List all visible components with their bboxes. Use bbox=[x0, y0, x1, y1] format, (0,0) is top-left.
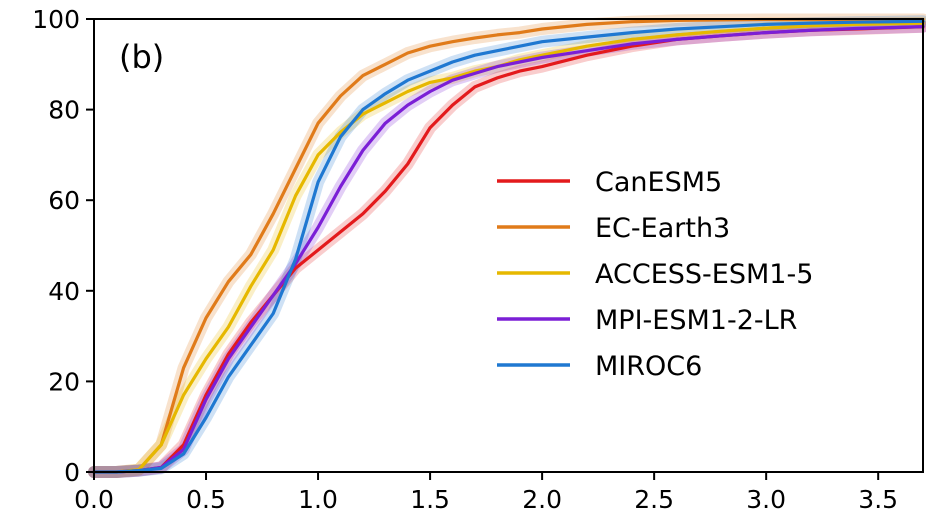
legend-label-4: MIROC6 bbox=[595, 351, 702, 382]
panel-label: (b) bbox=[119, 38, 164, 76]
legend: CanESM5 EC-Earth3 ACCESS-ESM1-5 MPI-ESM1-2-… bbox=[497, 167, 813, 382]
plot-frame bbox=[93, 18, 924, 473]
x-tick-label: 2.5 bbox=[634, 485, 674, 514]
legend-label-0: CanESM5 bbox=[595, 167, 722, 198]
x-axis: 0.0 0.5 1.0 1.5 2.0 2.5 3.0 3.5 bbox=[74, 472, 898, 514]
series-lines bbox=[92, 17, 925, 474]
y-tick-label: 100 bbox=[32, 5, 80, 34]
series-line-4 bbox=[92, 19, 925, 474]
y-tick-label: 40 bbox=[48, 277, 80, 306]
x-tick-label: 0.0 bbox=[74, 485, 114, 514]
series-line-2 bbox=[92, 21, 925, 474]
x-tick-label: 0.5 bbox=[186, 485, 226, 514]
series-line-3 bbox=[92, 25, 925, 474]
y-tick-label: 0 bbox=[64, 458, 80, 487]
x-tick-label: 1.5 bbox=[410, 485, 450, 514]
uncertainty-band-4 bbox=[88, 15, 926, 478]
x-tick-label: 3.0 bbox=[746, 485, 786, 514]
uncertainty-bands bbox=[88, 13, 926, 478]
x-tick-label: 2.0 bbox=[522, 485, 562, 514]
x-tick-label: 1.0 bbox=[298, 485, 338, 514]
y-tick-label: 60 bbox=[48, 186, 80, 215]
y-tick-label: 80 bbox=[48, 96, 80, 125]
y-axis: 0 20 40 60 80 100 bbox=[32, 5, 94, 487]
y-tick-label: 20 bbox=[48, 367, 80, 396]
legend-label-1: EC-Earth3 bbox=[595, 213, 730, 244]
legend-label-2: ACCESS-ESM1-5 bbox=[595, 259, 813, 290]
x-tick-label: 3.5 bbox=[858, 485, 898, 514]
legend-label-3: MPI-ESM1-2-LR bbox=[595, 305, 797, 336]
series-line-1 bbox=[92, 17, 925, 474]
